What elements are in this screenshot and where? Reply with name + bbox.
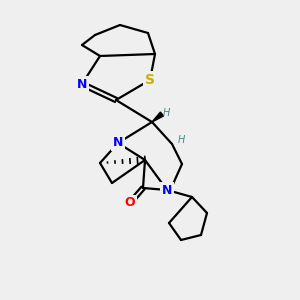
Text: N: N <box>162 184 172 196</box>
Text: H: H <box>178 135 185 145</box>
Polygon shape <box>152 112 164 122</box>
Text: H: H <box>163 108 170 118</box>
Text: O: O <box>125 196 135 209</box>
Text: N: N <box>77 77 87 91</box>
Text: S: S <box>145 73 155 87</box>
Text: N: N <box>113 136 123 149</box>
